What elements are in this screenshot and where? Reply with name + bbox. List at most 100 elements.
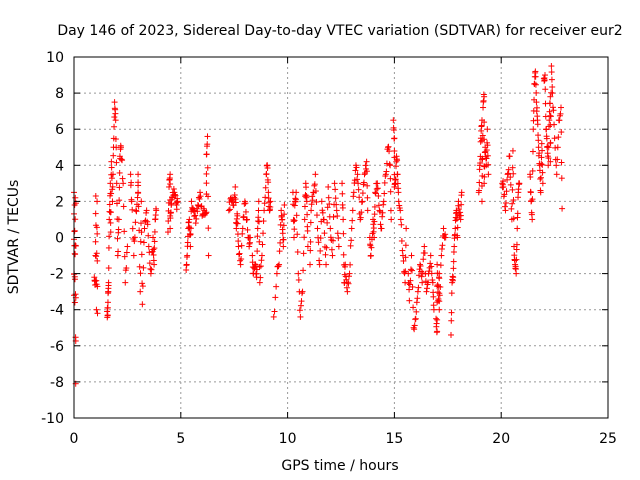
data-point	[405, 270, 412, 277]
data-point	[409, 283, 416, 290]
x-tick-label: 10	[279, 431, 297, 447]
data-point	[139, 280, 146, 287]
data-point	[330, 213, 337, 220]
data-point	[71, 227, 78, 234]
data-point	[193, 215, 200, 222]
data-point	[233, 225, 240, 232]
data-point	[136, 263, 143, 270]
data-point	[202, 210, 209, 217]
data-point	[513, 256, 520, 263]
data-point	[391, 135, 398, 142]
data-point	[509, 164, 516, 171]
data-point	[335, 235, 342, 242]
data-point	[515, 186, 522, 193]
data-point	[253, 270, 260, 277]
data-point	[358, 199, 365, 206]
data-point	[280, 222, 287, 229]
data-point	[558, 159, 565, 166]
data-point	[483, 155, 490, 162]
data-point	[547, 113, 554, 120]
data-point	[349, 217, 356, 224]
data-point	[481, 136, 488, 143]
data-point	[544, 143, 551, 150]
data-point	[373, 185, 380, 192]
data-point	[542, 86, 549, 93]
data-point	[111, 123, 118, 130]
data-point	[200, 205, 207, 212]
data-point	[421, 243, 428, 250]
data-point	[301, 203, 308, 210]
data-point	[138, 220, 145, 227]
data-point	[141, 225, 148, 232]
y-tick-label: 2	[55, 194, 64, 210]
data-point	[232, 199, 239, 206]
data-point	[437, 262, 444, 269]
data-point	[485, 161, 492, 168]
data-point	[533, 104, 540, 111]
data-point	[106, 233, 113, 240]
data-point	[134, 194, 141, 201]
data-point	[429, 276, 436, 283]
data-point	[427, 252, 434, 259]
data-point	[536, 150, 543, 157]
data-point	[427, 260, 434, 267]
data-point	[449, 277, 456, 284]
data-point	[504, 176, 511, 183]
data-point	[344, 279, 351, 286]
data-point	[203, 170, 210, 177]
data-point	[300, 267, 307, 274]
data-point	[354, 176, 361, 183]
data-point	[129, 225, 136, 232]
data-point	[316, 257, 323, 264]
data-point	[346, 273, 353, 280]
data-point	[146, 260, 153, 267]
data-point	[332, 195, 339, 202]
data-point	[364, 182, 371, 189]
data-point	[529, 148, 536, 155]
data-point	[557, 110, 564, 117]
data-point	[107, 209, 114, 216]
data-point	[415, 284, 422, 291]
data-point	[71, 276, 78, 283]
data-point	[551, 121, 558, 128]
data-point	[256, 218, 263, 225]
data-point	[375, 192, 382, 199]
data-point	[529, 196, 536, 203]
data-point	[294, 231, 301, 238]
data-point	[151, 228, 158, 235]
data-point	[167, 181, 174, 188]
data-point	[107, 180, 114, 187]
data-point	[548, 76, 555, 83]
data-point	[145, 232, 152, 239]
data-point	[503, 199, 510, 206]
data-point	[104, 299, 111, 306]
data-point	[112, 136, 119, 143]
data-point	[111, 114, 118, 121]
data-point	[553, 162, 560, 169]
data-point	[380, 201, 387, 208]
data-point	[363, 158, 370, 165]
data-point	[188, 198, 195, 205]
data-point	[165, 199, 172, 206]
data-point	[419, 279, 426, 286]
y-tick-label: -2	[50, 267, 64, 283]
data-point	[186, 216, 193, 223]
data-point	[261, 200, 268, 207]
data-point	[192, 220, 199, 227]
data-point	[244, 226, 251, 233]
data-point	[115, 226, 122, 233]
data-point	[448, 309, 455, 316]
data-point	[345, 280, 352, 287]
y-tick-label: -8	[50, 375, 64, 391]
data-point	[415, 272, 422, 279]
data-point	[547, 112, 554, 119]
data-point	[407, 266, 414, 273]
data-point	[278, 216, 285, 223]
data-point	[308, 207, 315, 214]
data-point	[383, 160, 390, 167]
data-point	[538, 160, 545, 167]
data-point	[240, 214, 247, 221]
data-point	[300, 250, 307, 257]
data-point	[535, 132, 542, 139]
data-point	[252, 263, 259, 270]
